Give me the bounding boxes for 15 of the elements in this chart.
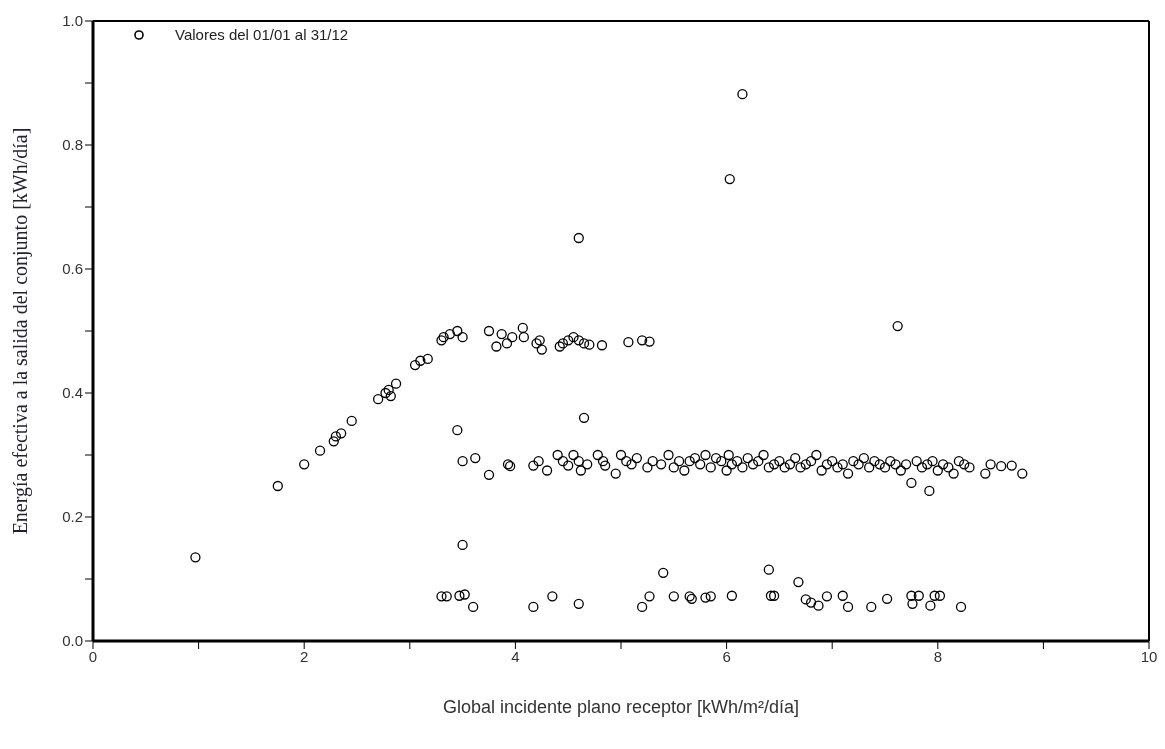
x-tick-label: 0 [88, 647, 98, 665]
y-tick-label: 0.2 [62, 508, 83, 526]
y-tick-label: 0.8 [62, 136, 83, 154]
y-tick-label: 0.6 [62, 260, 83, 278]
x-tick-label: 10 [1140, 647, 1158, 665]
y-tick-label: 0.4 [62, 384, 83, 402]
y-axis-title: Energía efectiva a la salida del conjunto [kWh/día] [9, 127, 33, 535]
x-tick-label: 4 [511, 647, 520, 665]
x-axis-title: Global incidente plano receptor [kWh/m²/día] [442, 697, 800, 717]
x-tick-label: 6 [722, 647, 731, 665]
legend-label: Valores del 01/01 al 31/12 [175, 26, 349, 43]
x-tick-label: 8 [933, 647, 942, 665]
x-tick-label: 2 [300, 647, 309, 665]
y-tick-label: 0.0 [62, 632, 83, 650]
y-tick-label: 1.0 [62, 12, 83, 30]
